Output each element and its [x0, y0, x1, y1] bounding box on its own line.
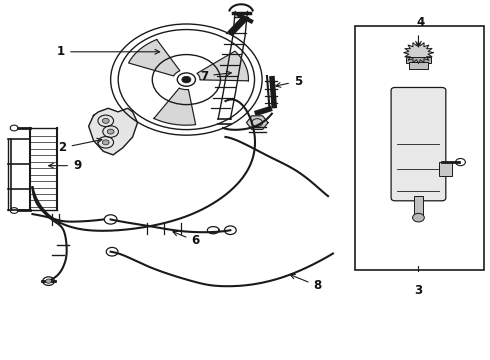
Text: 4: 4	[417, 17, 425, 30]
Text: 7: 7	[200, 69, 231, 82]
Polygon shape	[197, 51, 248, 81]
FancyBboxPatch shape	[391, 87, 446, 201]
Text: 6: 6	[173, 231, 199, 247]
Circle shape	[102, 118, 109, 123]
Bar	[406, 57, 431, 63]
Circle shape	[102, 140, 109, 145]
Polygon shape	[154, 88, 196, 125]
Text: 9: 9	[49, 159, 81, 172]
Bar	[355, 26, 485, 270]
Text: 3: 3	[415, 284, 422, 297]
Bar	[414, 196, 423, 216]
Circle shape	[182, 76, 191, 83]
Circle shape	[413, 213, 424, 222]
Text: 8: 8	[290, 274, 321, 292]
Text: 5: 5	[276, 75, 302, 88]
Bar	[440, 162, 452, 176]
Bar	[409, 62, 428, 69]
Circle shape	[46, 279, 51, 283]
Text: 2: 2	[58, 138, 102, 154]
Polygon shape	[246, 116, 268, 130]
Text: 1: 1	[57, 45, 160, 58]
Polygon shape	[404, 42, 433, 63]
Polygon shape	[89, 108, 138, 155]
Polygon shape	[128, 40, 180, 76]
Circle shape	[107, 129, 114, 134]
